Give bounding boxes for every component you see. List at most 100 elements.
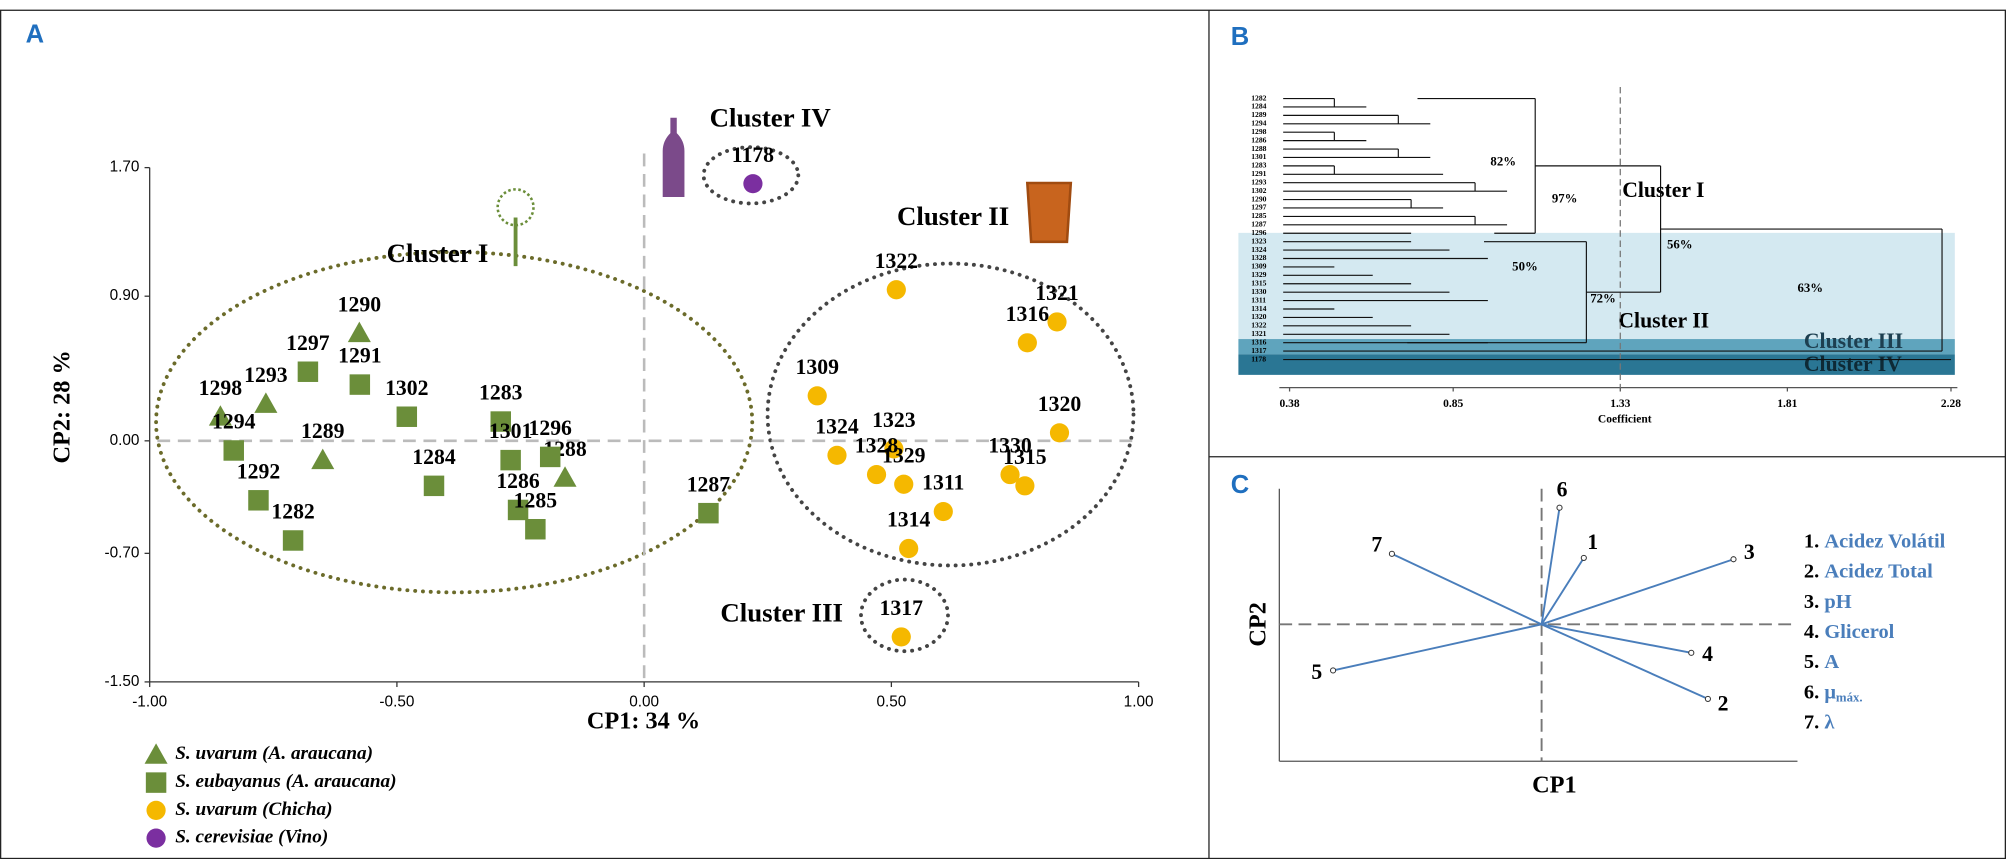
point-label: 1301 xyxy=(489,419,532,443)
point xyxy=(500,450,520,470)
x-tick-label: 0.85 xyxy=(1443,398,1463,410)
point xyxy=(1050,423,1069,442)
annotation: Cluster III xyxy=(720,598,843,628)
x-tick-label: -0.50 xyxy=(379,693,414,710)
legend-label: pH xyxy=(1824,591,1851,613)
annotation: Cluster I xyxy=(387,238,489,268)
panel-letter: B xyxy=(1231,23,1249,51)
point xyxy=(424,476,444,496)
loading-vector xyxy=(1542,559,1734,624)
point xyxy=(283,530,303,550)
legend-number: 1. xyxy=(1804,530,1819,552)
x-tick-label: 1.33 xyxy=(1610,398,1630,410)
panel-letter: A xyxy=(26,21,44,49)
point-label: 1287 xyxy=(687,472,731,496)
vector-end xyxy=(1389,551,1394,556)
x-tick-label: 2.28 xyxy=(1941,398,1961,410)
legend-number: 5. xyxy=(1804,651,1819,673)
vector-label: 4 xyxy=(1702,642,1713,666)
vector-label: 3 xyxy=(1744,540,1755,564)
point-label: 1291 xyxy=(338,344,381,368)
point-label: 1294 xyxy=(212,410,256,434)
y-tick-label: 0.90 xyxy=(110,287,140,304)
legend-label: S. eubayanus (A. araucana) xyxy=(175,771,396,792)
vector-label: 1 xyxy=(1587,530,1598,554)
point xyxy=(1018,333,1037,352)
vector-end xyxy=(1731,557,1736,562)
node-label: 72% xyxy=(1590,291,1616,305)
y-tick-label: 0.00 xyxy=(110,432,140,449)
node-label: 82% xyxy=(1490,154,1516,168)
legend-label: S. uvarum (Chicha) xyxy=(175,799,332,820)
vector-end xyxy=(1689,650,1694,655)
point xyxy=(808,386,827,405)
vector-label: 7 xyxy=(1371,533,1382,557)
point xyxy=(887,280,906,299)
point-label: 1298 xyxy=(199,376,243,400)
legend-label: λ xyxy=(1824,711,1835,733)
point xyxy=(743,174,762,193)
annotation: Cluster II xyxy=(897,201,1009,231)
point-label: 1293 xyxy=(244,363,288,387)
point xyxy=(899,539,918,558)
legend-item: 5.A xyxy=(1804,651,1839,673)
point xyxy=(1047,312,1066,331)
loading-vector xyxy=(1333,624,1542,670)
point-label: 1320 xyxy=(1038,392,1082,416)
loading-vector xyxy=(1542,624,1708,699)
cluster-label: Cluster II xyxy=(1618,308,1709,332)
point-label: 1322 xyxy=(875,249,918,273)
point-label: 1284 xyxy=(412,445,456,469)
cluster-label: Cluster IV xyxy=(1804,352,1902,376)
point-label: 1302 xyxy=(385,376,428,400)
legend-label: A xyxy=(1824,651,1839,673)
legend-item: 4.Glicerol xyxy=(1804,621,1895,643)
point-label: 1315 xyxy=(1003,445,1047,469)
point xyxy=(934,502,953,521)
y-tick-label: 1.70 xyxy=(110,159,140,176)
x-tick-label: 1.81 xyxy=(1777,398,1797,410)
legend-number: 6. xyxy=(1804,681,1819,703)
y-tick-label: -0.70 xyxy=(104,544,139,561)
legend-item: 3.pH xyxy=(1804,591,1852,613)
y-axis-label: CP2 xyxy=(1245,602,1272,647)
point-label: 1178 xyxy=(732,143,774,167)
legend-marker xyxy=(146,801,165,820)
point-label: 1290 xyxy=(338,292,382,316)
legend-label: Acidez Volátil xyxy=(1824,530,1945,552)
point-label: 1289 xyxy=(301,419,345,443)
cluster-band xyxy=(1238,233,1954,339)
point xyxy=(554,466,577,486)
loading-vector xyxy=(1542,624,1692,652)
y-tick-label: -1.50 xyxy=(104,673,139,690)
point-label: 1329 xyxy=(882,443,926,467)
legend-item: 2.Acidez Total xyxy=(1804,560,1933,582)
vector-end xyxy=(1331,668,1336,673)
annotation: Cluster IV xyxy=(710,102,832,132)
vector-end xyxy=(1705,696,1710,701)
x-axis-label: CP1: 34 % xyxy=(587,707,700,734)
point-label: 1297 xyxy=(286,331,330,355)
point-label: 1283 xyxy=(479,381,523,405)
x-tick-label: 0.38 xyxy=(1280,398,1300,410)
cluster-label: Cluster I xyxy=(1622,178,1704,202)
legend-number: 2. xyxy=(1804,560,1819,582)
legend-item: 6.μmáx. xyxy=(1804,681,1863,704)
legend-marker xyxy=(146,829,165,848)
point xyxy=(1015,476,1034,495)
point-label: 1323 xyxy=(872,408,916,432)
node-label: 56% xyxy=(1667,238,1693,252)
point xyxy=(298,361,318,381)
beer-glass-icon xyxy=(1027,183,1070,242)
legend-label: μ xyxy=(1824,681,1836,703)
legend-item: 1.Acidez Volátil xyxy=(1804,530,1946,552)
vector-label: 5 xyxy=(1311,660,1322,684)
wine-bottle-icon xyxy=(663,118,685,197)
x-axis-label: Coefficient xyxy=(1598,413,1652,425)
point xyxy=(397,406,417,426)
figure: A B C Cluster I Cluster II Cluster III C… xyxy=(0,0,2006,859)
loading-vector xyxy=(1542,558,1584,624)
legend-number: 7. xyxy=(1804,711,1819,733)
x-tick-label: 0.50 xyxy=(876,693,906,710)
x-tick-label: 1.00 xyxy=(1124,693,1154,710)
